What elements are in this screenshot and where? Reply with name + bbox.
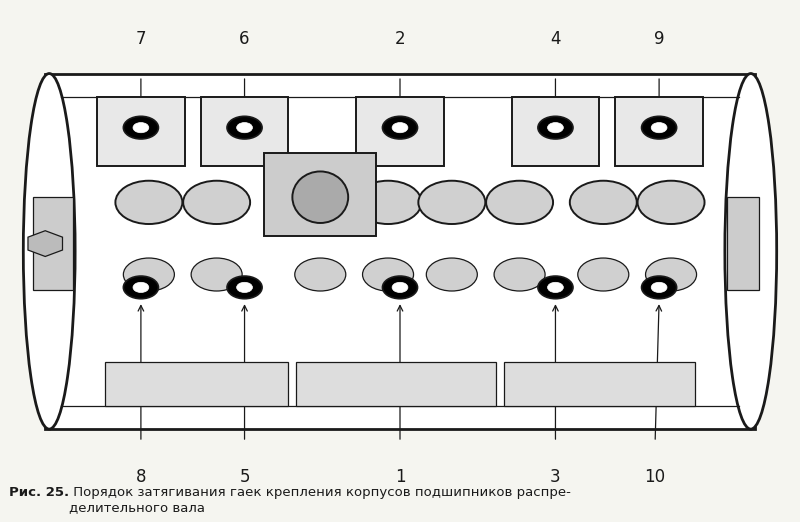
Text: 2: 2 [394,30,406,48]
Bar [265,153,376,236]
Circle shape [392,123,408,133]
Circle shape [123,116,158,139]
Text: 5: 5 [239,468,250,486]
Text: 1: 1 [394,468,406,486]
Circle shape [382,116,418,139]
Bar [504,362,695,406]
Text: 8: 8 [136,468,146,486]
Circle shape [227,116,262,139]
Text: 10: 10 [645,468,666,486]
Circle shape [123,276,158,299]
Circle shape [286,181,354,224]
Circle shape [115,181,182,224]
Circle shape [133,282,149,292]
Circle shape [486,181,553,224]
Ellipse shape [23,74,75,429]
Ellipse shape [292,171,348,223]
Text: 3: 3 [550,468,561,486]
Circle shape [570,181,637,224]
Bar [97,97,185,167]
Circle shape [538,116,573,139]
Circle shape [642,116,677,139]
Circle shape [183,181,250,224]
Circle shape [133,123,149,133]
Bar [356,97,444,167]
Bar [105,362,288,406]
Circle shape [392,282,408,292]
Text: 6: 6 [239,30,250,48]
Bar [34,197,73,290]
Circle shape [237,123,253,133]
Circle shape [354,181,422,224]
Text: 9: 9 [654,30,664,48]
Bar [201,97,288,167]
Circle shape [494,258,545,291]
Text: Рис. 25.: Рис. 25. [10,486,70,499]
Bar [615,97,703,167]
Circle shape [547,123,563,133]
Circle shape [638,181,705,224]
Circle shape [362,258,414,291]
Circle shape [547,282,563,292]
Circle shape [578,258,629,291]
Bar [512,97,599,167]
Bar [727,197,758,290]
Circle shape [227,276,262,299]
Bar [46,74,754,429]
Circle shape [642,276,677,299]
Text: 7: 7 [136,30,146,48]
Circle shape [651,282,667,292]
Circle shape [418,181,486,224]
Circle shape [191,258,242,291]
Text: Порядок затягивания гаек крепления корпусов подшипников распре-
делительного вал: Порядок затягивания гаек крепления корпу… [69,486,571,514]
Circle shape [294,258,346,291]
Circle shape [646,258,697,291]
Bar [296,362,496,406]
Circle shape [651,123,667,133]
Circle shape [426,258,478,291]
Circle shape [123,258,174,291]
Circle shape [538,276,573,299]
Circle shape [382,276,418,299]
Circle shape [237,282,253,292]
Text: 4: 4 [550,30,561,48]
Ellipse shape [725,74,777,429]
